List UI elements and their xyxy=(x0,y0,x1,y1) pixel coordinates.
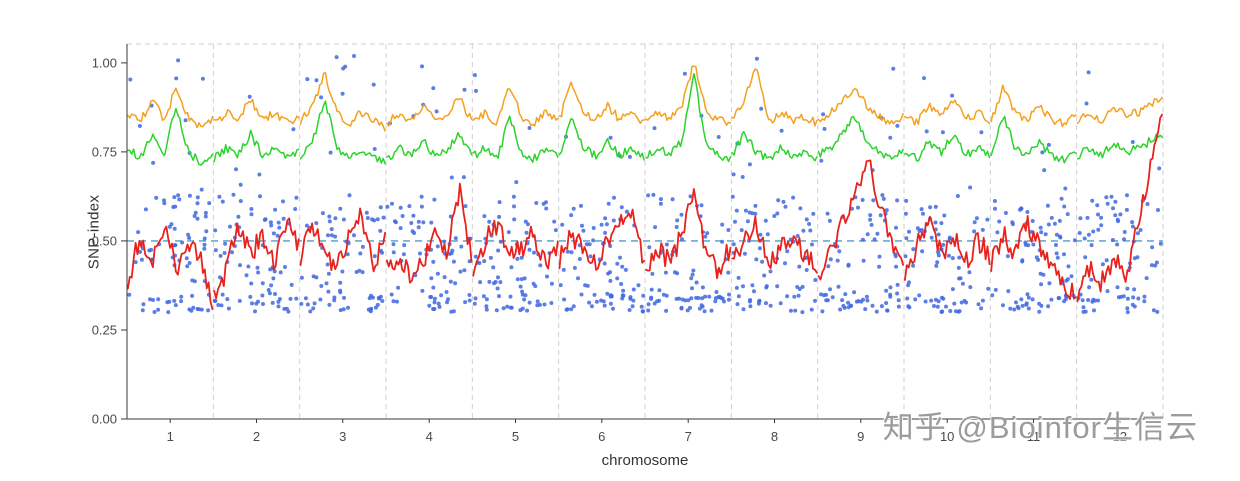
x-tick-label: 12 xyxy=(1113,429,1127,444)
x-tick-label: 11 xyxy=(1027,429,1041,444)
scatter-points xyxy=(127,54,1163,315)
x-tick-label: 8 xyxy=(771,429,778,444)
x-tick-label: 9 xyxy=(857,429,864,444)
x-tick-label: 6 xyxy=(598,429,605,444)
x-tick-label: 2 xyxy=(253,429,260,444)
x-tick-label: 7 xyxy=(685,429,692,444)
watermark: 知乎 @Bioinfor生信云 xyxy=(882,410,1198,445)
orange-line xyxy=(127,65,1163,132)
x-tick-label: 10 xyxy=(940,429,954,444)
x-tick-label: 3 xyxy=(339,429,346,444)
y-tick-label: 0.50 xyxy=(92,233,117,248)
x-tick-label: 4 xyxy=(426,429,433,444)
y-tick-label: 1.00 xyxy=(92,55,117,70)
y-axis-title: SNP-index xyxy=(85,194,103,270)
x-tick-label: 5 xyxy=(512,429,519,444)
x-axis-title: chromosome xyxy=(601,452,689,469)
y-tick-label: 0.75 xyxy=(92,144,117,159)
y-axis-ticks: 0.00 0.25 0.50 0.75 1.00 xyxy=(92,55,127,427)
axes xyxy=(126,44,1163,420)
x-axis-ticks: 1 2 3 4 5 6 7 8 9 10 11 12 xyxy=(167,419,1127,444)
y-tick-label: 0.00 xyxy=(92,412,117,427)
y-tick-label: 0.25 xyxy=(92,323,117,338)
red-line xyxy=(127,113,1163,311)
chromosome-dividers xyxy=(212,44,1078,419)
x-tick-label: 1 xyxy=(167,429,174,444)
green-line xyxy=(127,72,1163,166)
plot-border xyxy=(127,43,1164,419)
